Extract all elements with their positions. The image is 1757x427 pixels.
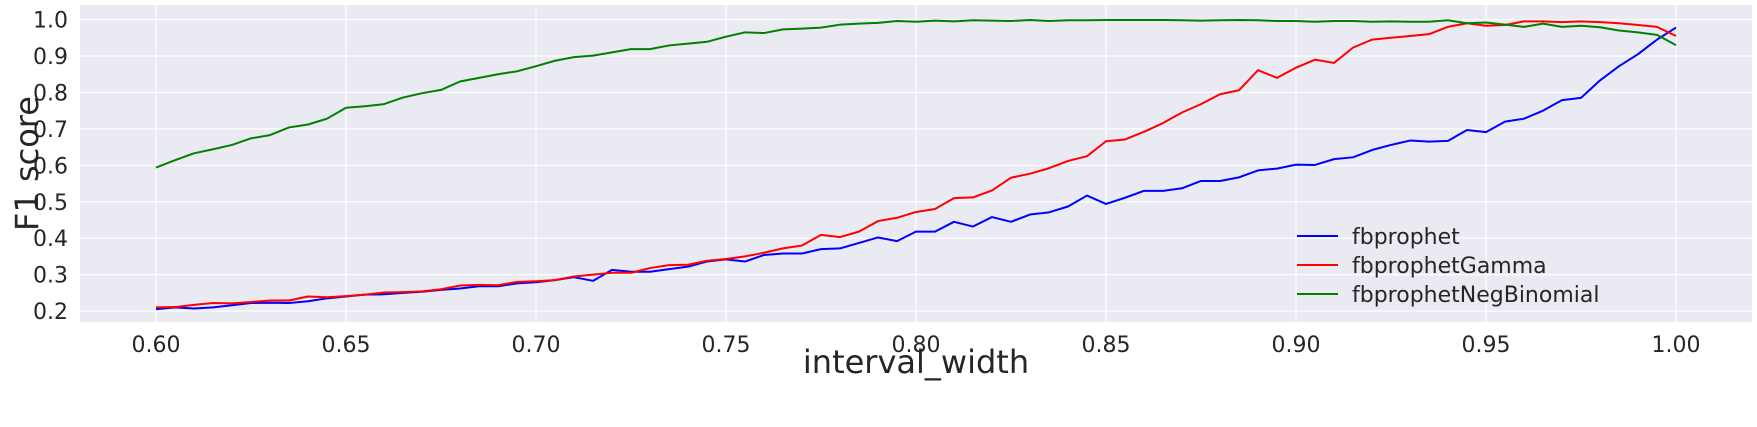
- grid: [80, 5, 1752, 322]
- legend-item-fbprophet: fbprophet: [1297, 225, 1460, 250]
- legend-label: fbprophet: [1352, 225, 1460, 250]
- y-tick-label: 0.7: [33, 118, 68, 143]
- y-tick-label: 0.4: [33, 227, 68, 252]
- x-tick-label: 0.95: [1462, 333, 1511, 358]
- x-tick-label: 0.80: [892, 333, 941, 358]
- series-line-fbprophetNegBinomial: [155, 18, 1677, 169]
- x-tick-label: 1.00: [1652, 333, 1701, 358]
- y-tick-label: 0.9: [33, 45, 68, 70]
- x-tick-label: 0.75: [702, 333, 751, 358]
- legend-label: fbprophetGamma: [1352, 254, 1547, 279]
- x-axis-title: interval_width: [803, 343, 1029, 381]
- series-lines: [155, 18, 1677, 311]
- legend-item-fbprophetGamma: fbprophetGamma: [1297, 254, 1547, 279]
- series-line-fbprophetGamma: [155, 20, 1677, 309]
- legend-item-fbprophetNegBinomial: fbprophetNegBinomial: [1297, 283, 1599, 308]
- y-tick-label: 0.3: [33, 264, 68, 289]
- y-tick-label: 0.2: [33, 300, 68, 325]
- legend-label: fbprophetNegBinomial: [1352, 283, 1599, 308]
- x-axis: 0.60 0.65 0.70 0.75 0.80 0.85 0.90 0.95 1.00: [132, 333, 1701, 358]
- x-tick-label: 0.65: [322, 333, 371, 358]
- legend: fbprophet fbprophetGamma fbprophetNegBinom…: [1297, 225, 1599, 308]
- y-axis-title: F1 score: [8, 96, 46, 231]
- y-tick-label: 0.6: [33, 154, 68, 179]
- y-tick-label: 1.0: [33, 9, 68, 34]
- x-tick-label: 0.70: [512, 333, 561, 358]
- y-axis: 0.2 0.3 0.4 0.5 0.6 0.7 0.8 0.9 1.0: [33, 9, 68, 325]
- x-tick-label: 0.85: [1082, 333, 1131, 358]
- y-tick-label: 0.8: [33, 81, 68, 106]
- x-tick-label: 0.60: [132, 333, 181, 358]
- y-tick-label: 0.5: [33, 191, 68, 216]
- x-tick-label: 0.90: [1272, 333, 1321, 358]
